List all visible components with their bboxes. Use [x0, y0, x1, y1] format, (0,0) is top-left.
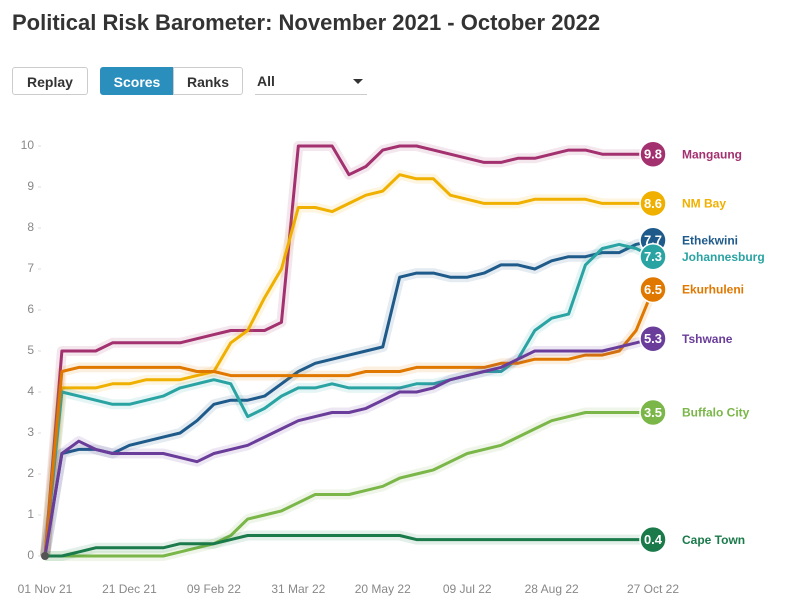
- end-marker: [639, 275, 667, 304]
- y-tick-label: 0: [27, 548, 34, 562]
- y-tick-label: 1: [27, 507, 34, 521]
- series-line: [43, 144, 653, 557]
- end-value-label: 7.3: [644, 249, 662, 264]
- y-tick-label: 7: [27, 261, 34, 275]
- series-name: Cape Town: [682, 533, 745, 547]
- y-tick-label: 4: [27, 384, 34, 398]
- replay-button[interactable]: Replay: [12, 67, 88, 95]
- y-tick-label: 9: [27, 179, 34, 193]
- y-tick-label: 6: [27, 302, 34, 316]
- y-tick-label: 10: [21, 138, 35, 152]
- end-value-label: 0.4: [644, 532, 663, 547]
- series-line: [43, 337, 654, 557]
- x-tick-label: 21 Dec 21: [102, 582, 157, 596]
- series-line: [43, 238, 654, 557]
- end-marker: [639, 140, 667, 168]
- end-marker: [639, 189, 667, 218]
- end-marker: [639, 242, 667, 271]
- end-marker: [639, 324, 667, 353]
- x-tick-label: 20 May 22: [355, 582, 411, 596]
- end-value-label: 3.5: [644, 405, 662, 420]
- x-tick-label: 27 Oct 22: [627, 582, 679, 596]
- x-tick-label: 09 Jul 22: [443, 582, 492, 596]
- series-name: NM Bay: [682, 197, 726, 211]
- series-name: Buffalo City: [682, 406, 750, 420]
- x-tick-label: 01 Nov 21: [18, 582, 73, 596]
- series-name: Johannesburg: [682, 250, 765, 264]
- ranks-tab[interactable]: Ranks: [173, 67, 243, 95]
- end-value-label: 5.3: [644, 331, 662, 346]
- chart-title: Political Risk Barometer: November 2021 …: [12, 10, 601, 35]
- filter-dropdown[interactable]: All: [255, 67, 367, 95]
- y-tick-label: 5: [27, 343, 34, 357]
- series-name: Tshwane: [682, 332, 733, 346]
- end-value-label: 8.6: [644, 196, 662, 211]
- series-line: [43, 242, 654, 557]
- series-halo: [40, 239, 656, 557]
- series-line: [45, 534, 653, 558]
- origin-dot: [41, 552, 49, 560]
- y-tick-label: 3: [27, 425, 34, 439]
- end-marker: [639, 525, 667, 554]
- series-name: Ekurhuleni: [682, 283, 744, 297]
- series-name: Ethekwini: [682, 233, 738, 247]
- x-tick-label: 31 Mar 22: [271, 582, 325, 596]
- x-tick-label: 09 Feb 22: [187, 582, 241, 596]
- end-value-label: 6.5: [644, 282, 662, 297]
- end-marker: [639, 398, 667, 427]
- series-name: Mangaung: [682, 147, 742, 161]
- y-tick-label: 2: [27, 466, 34, 480]
- end-value-label: 9.8: [644, 147, 662, 162]
- series-line: [45, 411, 653, 558]
- series-line: [43, 173, 653, 557]
- series-line: [43, 288, 655, 557]
- y-tick-label: 8: [27, 220, 34, 234]
- x-tick-label: 28 Aug 22: [525, 582, 579, 596]
